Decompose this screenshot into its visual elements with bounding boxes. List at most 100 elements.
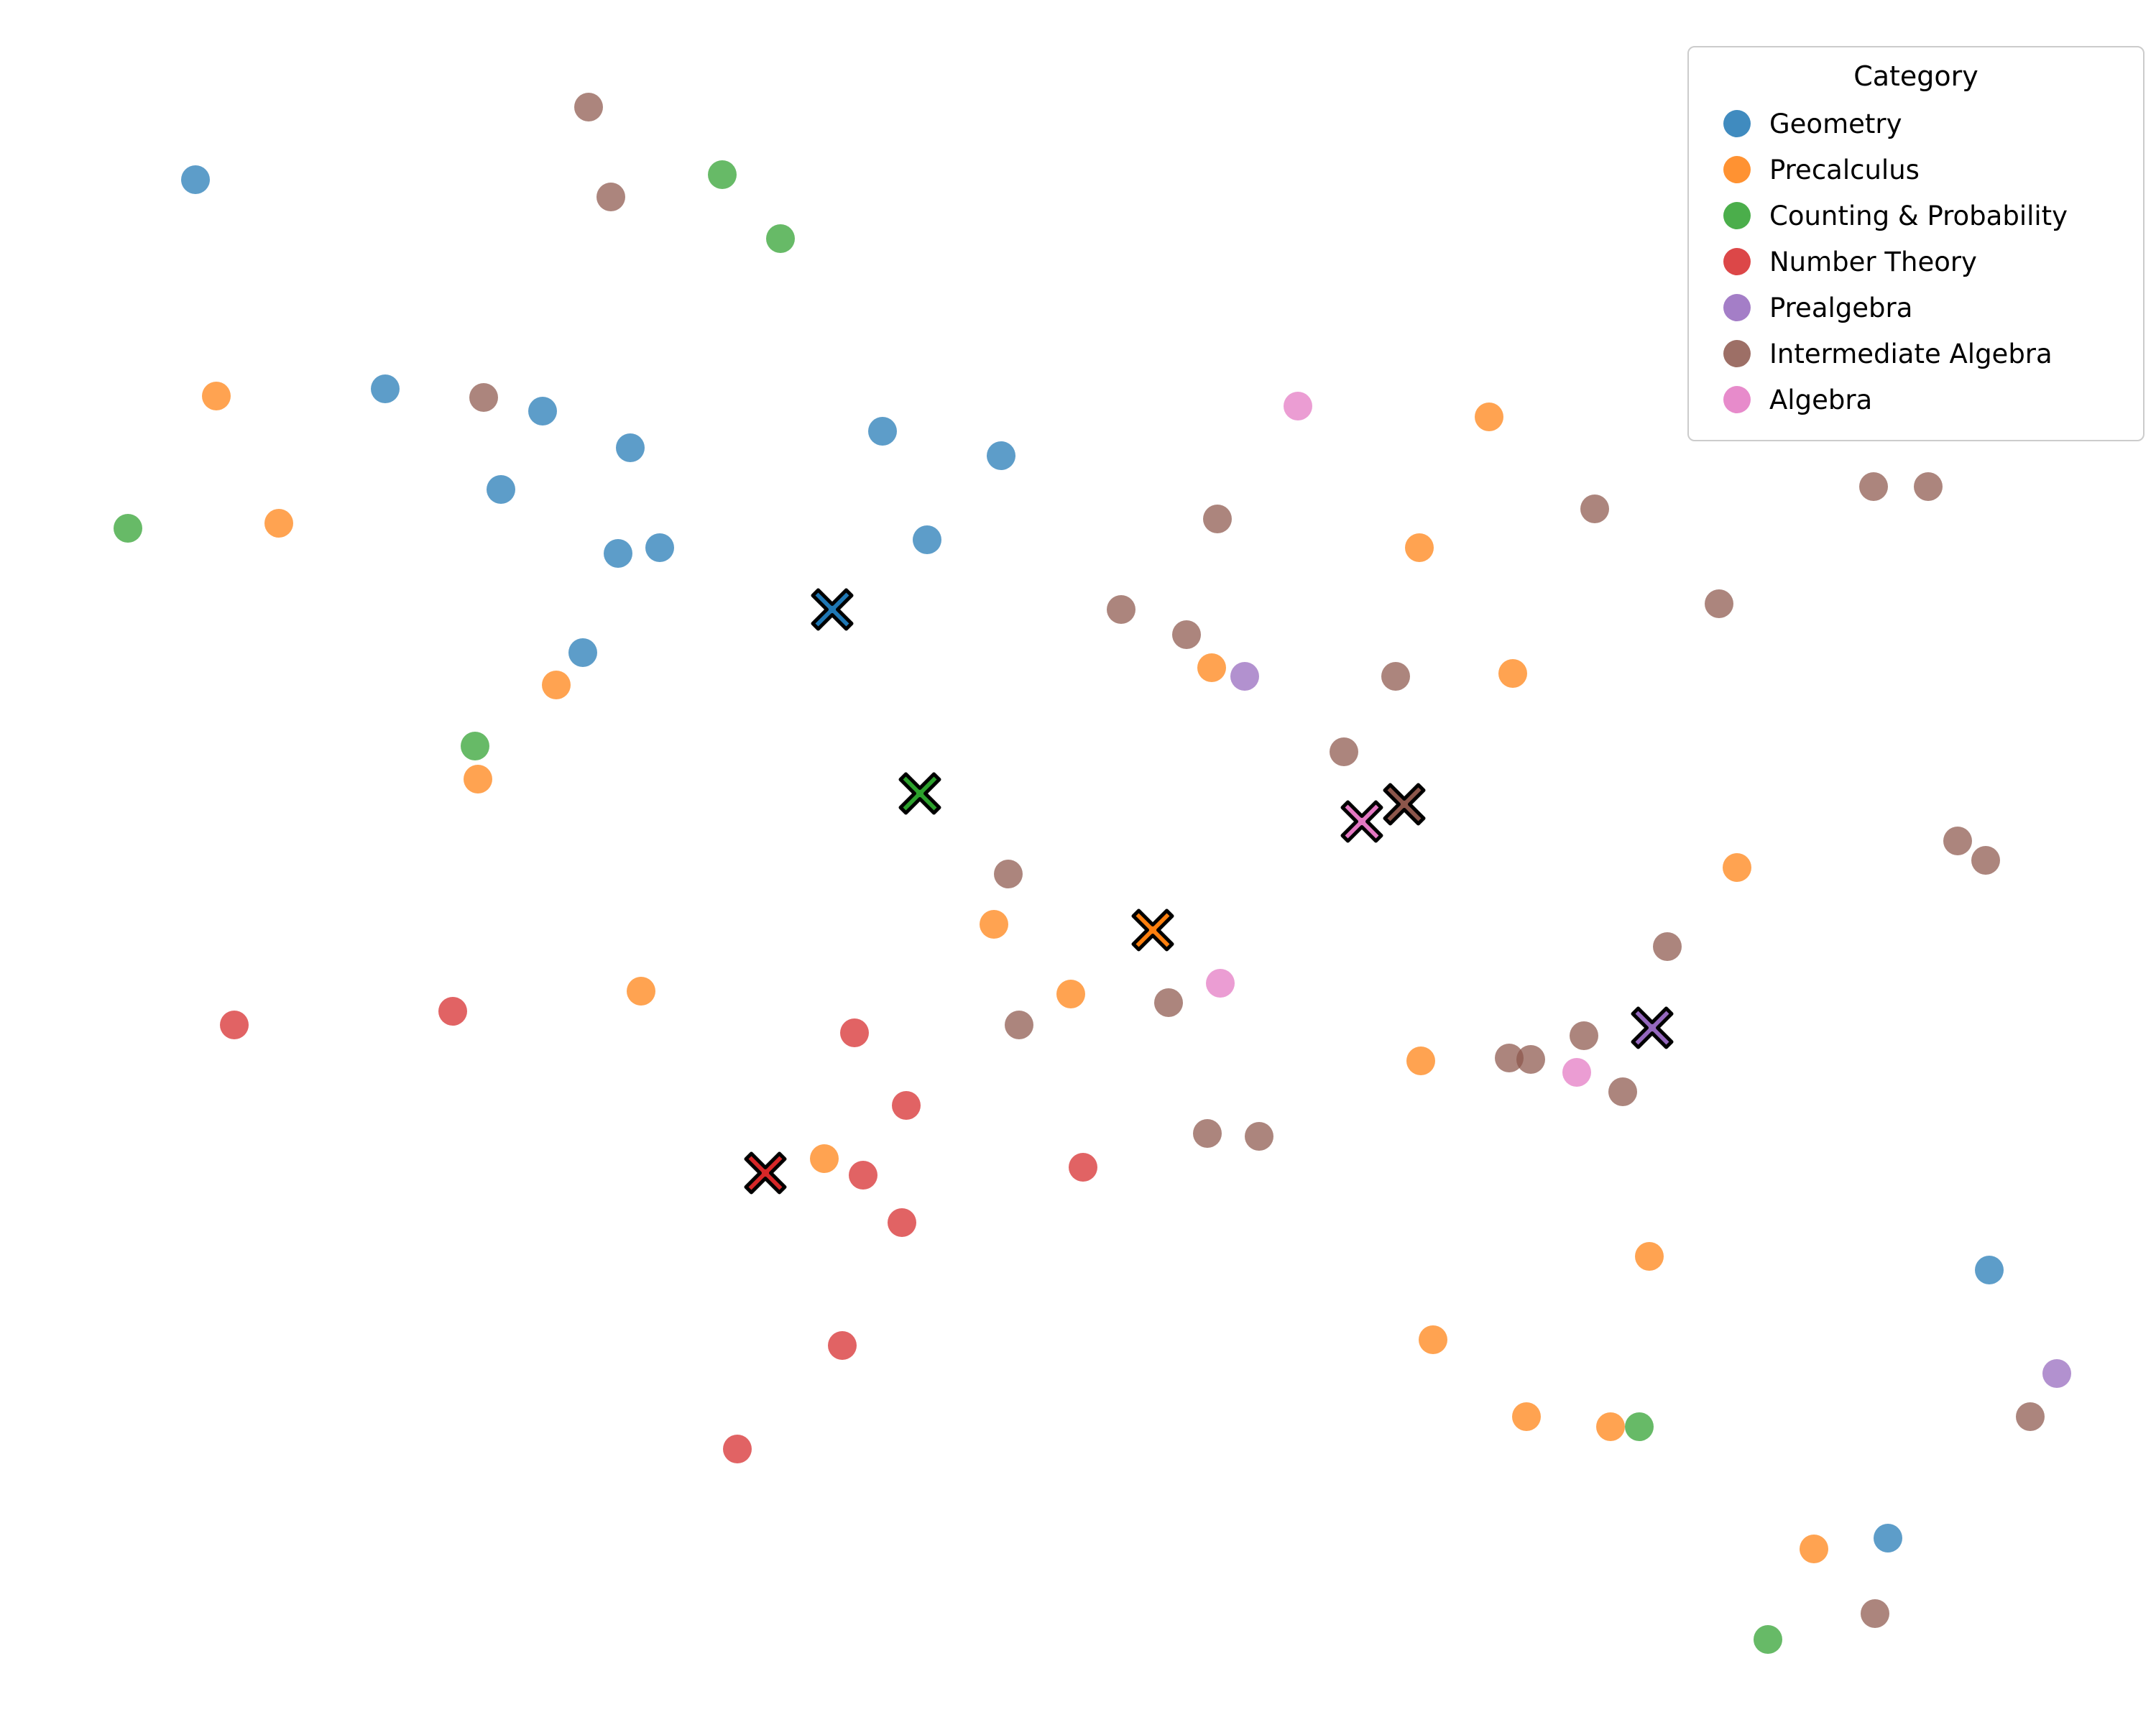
scatter-point: [1107, 595, 1135, 624]
scatter-point: [1475, 402, 1503, 431]
scatter-point: [1284, 392, 1312, 420]
scatter-point: [1971, 846, 2000, 875]
scatter-point: [596, 183, 625, 211]
scatter-point: [1580, 494, 1609, 523]
scatter-point: [464, 765, 492, 794]
legend-entry: Intermediate Algebra: [1706, 331, 2126, 377]
legend-label: Algebra: [1769, 384, 1873, 415]
centroid-x-marker: [744, 1151, 787, 1195]
legend-swatch-icon: [1723, 340, 1751, 367]
scatter-point: [892, 1091, 921, 1120]
scatter-point: [1172, 620, 1201, 649]
scatter-point: [1570, 1021, 1598, 1050]
scatter-point: [1154, 988, 1183, 1017]
scatter-point: [371, 374, 400, 403]
legend-entry: Prealgebra: [1706, 285, 2126, 331]
scatter-point: [888, 1208, 916, 1237]
scatter-point: [1608, 1077, 1637, 1106]
scatter-point: [1381, 662, 1410, 691]
scatter-point: [1596, 1412, 1625, 1441]
scatter-point: [1975, 1256, 2004, 1284]
scatter-point: [616, 433, 645, 462]
scatter-point: [1005, 1011, 1033, 1039]
scatter-point: [1723, 853, 1751, 882]
scatter-point: [1512, 1402, 1541, 1431]
scatter-point: [810, 1144, 839, 1173]
scatter-point: [994, 860, 1023, 888]
scatter-point: [1498, 659, 1527, 688]
scatter-point: [438, 997, 467, 1026]
scatter-point: [1056, 980, 1085, 1008]
scatter-point: [1197, 653, 1226, 682]
legend-label: Geometry: [1769, 108, 1902, 139]
scatter-point: [1193, 1119, 1222, 1148]
scatter-point: [1245, 1122, 1273, 1151]
legend-label: Number Theory: [1769, 246, 1977, 277]
legend-title: Category: [1853, 60, 1978, 92]
centroid-x-marker: [898, 772, 941, 815]
scatter-point: [980, 910, 1008, 939]
legend-entry: Geometry: [1706, 101, 2126, 147]
scatter-point: [574, 93, 603, 121]
scatter-point: [1635, 1242, 1664, 1271]
scatter-point: [1405, 533, 1434, 562]
scatter-point: [604, 539, 632, 568]
scatter-point: [1069, 1153, 1097, 1182]
scatter-point: [1516, 1045, 1545, 1074]
scatter-point: [542, 671, 571, 699]
scatter-point: [828, 1331, 857, 1360]
scatter-point: [1705, 589, 1733, 618]
legend-swatch-icon: [1723, 202, 1751, 229]
legend-swatch-icon: [1723, 386, 1751, 413]
scatter-point: [1203, 505, 1232, 533]
legend-entry: Counting & Probability: [1706, 193, 2126, 239]
legend-swatch-icon: [1723, 110, 1751, 137]
scatter-point: [987, 441, 1015, 470]
scatter-point: [264, 509, 293, 538]
scatter-point: [487, 475, 515, 504]
scatter-point: [1874, 1524, 1902, 1552]
scatter-point: [645, 533, 674, 562]
scatter-point: [2042, 1359, 2071, 1388]
scatter-point: [1562, 1058, 1591, 1087]
scatter-point: [461, 732, 489, 760]
scatter-point: [627, 977, 655, 1006]
scatter-point: [1419, 1325, 1447, 1354]
scatter-point: [708, 160, 737, 189]
scatter-point: [114, 514, 142, 543]
scatter-point: [220, 1011, 249, 1039]
legend-entries: Geometry Precalculus Counting & Probabilit…: [1706, 101, 2126, 423]
legend-swatch-icon: [1723, 294, 1751, 321]
centroid-x-marker: [811, 588, 854, 631]
scatter-point: [1943, 827, 1972, 855]
scatter-point: [1653, 932, 1682, 961]
scatter-point: [1406, 1046, 1435, 1075]
scatter-point: [1800, 1535, 1828, 1563]
scatter-point: [202, 382, 231, 410]
scatter-point: [1754, 1625, 1782, 1654]
legend-label: Counting & Probability: [1769, 200, 2068, 231]
scatter-point: [868, 417, 897, 446]
centroid-x-marker: [1131, 908, 1174, 952]
scatter-point: [849, 1161, 877, 1190]
legend-label: Intermediate Algebra: [1769, 338, 2053, 369]
scatter-point: [568, 638, 597, 667]
scatter-point: [1914, 472, 1943, 501]
scatter-point: [1859, 472, 1888, 501]
legend-label: Prealgebra: [1769, 292, 1913, 323]
scatter-point: [1861, 1599, 1889, 1628]
legend-entry: Precalculus: [1706, 147, 2126, 193]
legend-swatch-icon: [1723, 156, 1751, 183]
scatter-point: [913, 525, 941, 554]
scatter-point: [840, 1018, 869, 1047]
centroid-x-marker: [1383, 783, 1426, 826]
scatter-point: [723, 1435, 752, 1463]
centroid-x-marker: [1340, 800, 1383, 843]
legend-swatch-icon: [1723, 248, 1751, 275]
scatter-point: [2016, 1402, 2045, 1431]
scatter-point: [528, 397, 557, 426]
legend: Category Geometry Precalculus Counting & P…: [1687, 46, 2145, 441]
legend-entry: Number Theory: [1706, 239, 2126, 285]
scatter-point: [1230, 662, 1259, 691]
